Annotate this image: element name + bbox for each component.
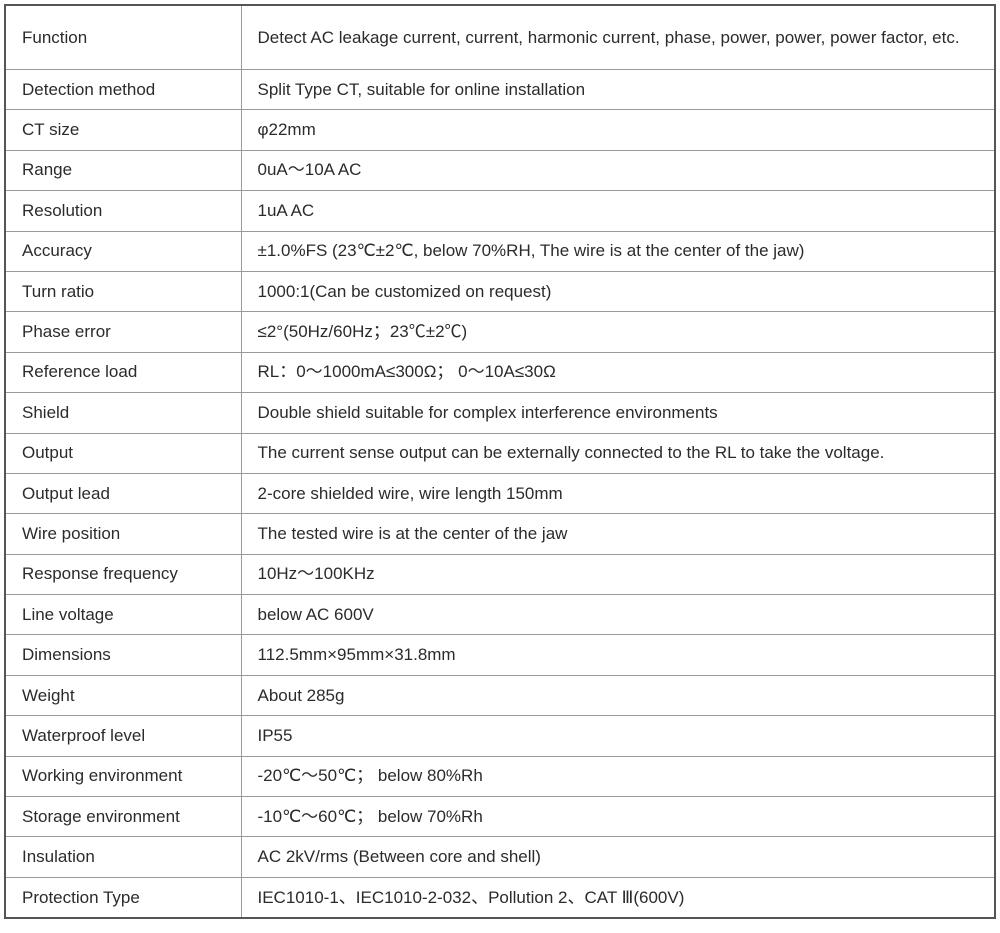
table-row: Function Detect AC leakage current, curre… [4, 4, 996, 70]
spec-value: below AC 600V [240, 594, 996, 636]
spec-label: Accuracy [4, 230, 242, 272]
table-row: Reference load RL：0～1000mA≤300Ω； 0～10A≤30… [4, 351, 996, 394]
spec-value: -20℃～50℃； below 80%Rh [240, 755, 996, 798]
spec-value: The tested wire is at the center of the … [240, 513, 996, 555]
spec-label: Shield [4, 392, 242, 434]
spec-label: Protection Type [4, 876, 242, 919]
spec-label: Function [4, 4, 242, 70]
spec-value: ≤2°(50Hz/60Hz；23℃±2℃) [240, 311, 996, 353]
spec-value: 2-core shielded wire, wire length 150mm [240, 472, 996, 515]
table-row: Accuracy ±1.0%FS (23℃±2℃, below 70%RH, Th… [4, 230, 996, 272]
table-row: Turn ratio 1000:1(Can be customized on re… [4, 270, 996, 313]
spec-value: 1000:1(Can be customized on request) [240, 270, 996, 313]
spec-value: IEC1010-1、IEC1010-2-032、Pollution 2、CAT … [240, 876, 996, 919]
spec-label: Waterproof level [4, 715, 242, 757]
spec-label: Resolution [4, 190, 242, 232]
spec-label: Output lead [4, 472, 242, 515]
spec-label: CT size [4, 109, 242, 151]
spec-label: Insulation [4, 836, 242, 878]
spec-value: φ22mm [240, 109, 996, 151]
table-row: Response frequency 10Hz～100KHz [4, 553, 996, 596]
table-row: Detection method Split Type CT, suitable … [4, 68, 996, 111]
spec-label: Detection method [4, 68, 242, 111]
spec-label: Line voltage [4, 594, 242, 636]
spec-label: Wire position [4, 513, 242, 555]
table-row: Phase error ≤2°(50Hz/60Hz；23℃±2℃) [4, 311, 996, 353]
spec-label: Reference load [4, 351, 242, 394]
table-row: Resolution 1uA AC [4, 190, 996, 232]
spec-label: Turn ratio [4, 270, 242, 313]
spec-label: Storage environment [4, 796, 242, 838]
spec-value: Double shield suitable for complex inter… [240, 392, 996, 434]
spec-table-body: Function Detect AC leakage current, curre… [4, 4, 996, 919]
spec-label: Response frequency [4, 553, 242, 596]
spec-value: ±1.0%FS (23℃±2℃, below 70%RH, The wire i… [240, 230, 996, 272]
spec-value: 112.5mm×95mm×31.8mm [240, 634, 996, 676]
spec-value: Detect AC leakage current, current, harm… [240, 4, 996, 70]
spec-value: 0uA～10A AC [240, 149, 996, 192]
table-row: Protection Type IEC1010-1、IEC1010-2-032、P… [4, 876, 996, 919]
spec-value: 1uA AC [240, 190, 996, 232]
spec-value: The current sense output can be external… [240, 432, 996, 474]
table-row: Insulation AC 2kV/rms (Between core and s… [4, 836, 996, 878]
table-row: Range 0uA～10A AC [4, 149, 996, 192]
spec-value: -10℃～60℃； below 70%Rh [240, 796, 996, 838]
spec-value: About 285g [240, 674, 996, 717]
table-row: Working environment -20℃～50℃； below 80%Rh [4, 755, 996, 798]
table-row: Dimensions 112.5mm×95mm×31.8mm [4, 634, 996, 676]
spec-label: Output [4, 432, 242, 474]
spec-value: Split Type CT, suitable for online insta… [240, 68, 996, 111]
spec-label: Range [4, 149, 242, 192]
spec-table: Function Detect AC leakage current, curre… [4, 4, 996, 920]
table-row: Storage environment -10℃～60℃； below 70%Rh [4, 796, 996, 838]
table-row: Shield Double shield suitable for complex… [4, 392, 996, 434]
spec-label: Phase error [4, 311, 242, 353]
table-row: Output The current sense output can be ex… [4, 432, 996, 474]
spec-label: Weight [4, 674, 242, 717]
spec-value: 10Hz～100KHz [240, 553, 996, 596]
table-row: Wire position The tested wire is at the c… [4, 513, 996, 555]
table-row: Output lead 2-core shielded wire, wire le… [4, 472, 996, 515]
table-row: Waterproof level IP55 [4, 715, 996, 757]
spec-value: IP55 [240, 715, 996, 757]
spec-value: AC 2kV/rms (Between core and shell) [240, 836, 996, 878]
table-row: Line voltage below AC 600V [4, 594, 996, 636]
table-row: Weight About 285g [4, 674, 996, 717]
table-row: CT size φ22mm [4, 109, 996, 151]
spec-label: Dimensions [4, 634, 242, 676]
spec-label: Working environment [4, 755, 242, 798]
spec-value: RL：0～1000mA≤300Ω； 0～10A≤30Ω [240, 351, 996, 394]
